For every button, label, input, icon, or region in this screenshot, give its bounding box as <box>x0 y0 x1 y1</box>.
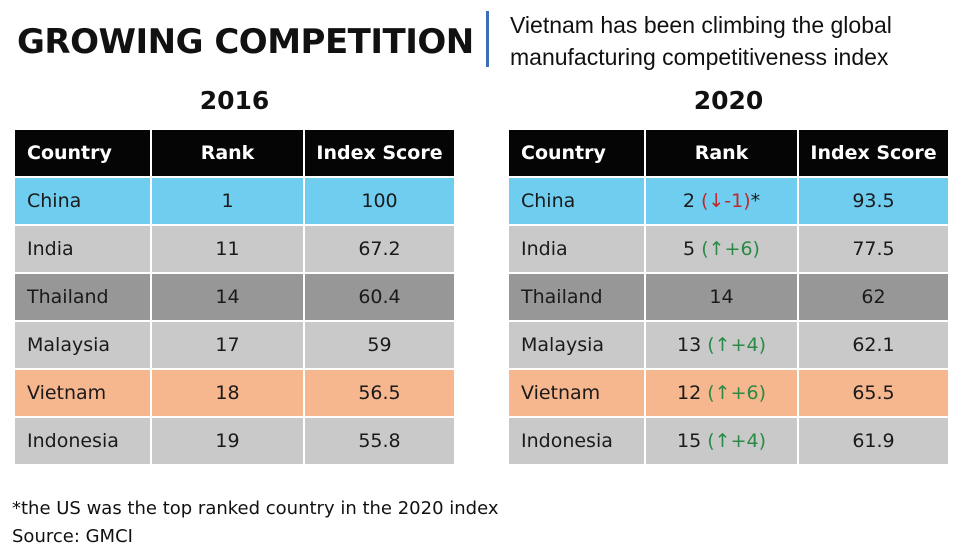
table-row: India 11 67.2 <box>14 225 455 273</box>
table-row: Thailand 14 62 <box>508 273 949 321</box>
rank-change: (↓-1) <box>700 190 751 212</box>
rank-value: 15 <box>677 430 702 452</box>
rank-value: 5 <box>683 238 696 260</box>
rank-value: 17 <box>215 334 240 356</box>
cell-country: Thailand <box>14 273 151 321</box>
cell-country: Malaysia <box>14 321 151 369</box>
table-row: Vietnam 12 (↑+6) 65.5 <box>508 369 949 417</box>
page-title: GROWING COMPETITION <box>17 22 474 62</box>
cell-index-score: 56.5 <box>304 369 455 417</box>
rank-value: 13 <box>677 334 702 356</box>
year-2016-heading: 2016 <box>199 86 270 115</box>
cell-country: India <box>508 225 645 273</box>
cell-index-score: 62.1 <box>798 321 949 369</box>
cell-rank: 18 <box>151 369 304 417</box>
subtitle-line-2: manufacturing competitiveness index <box>510 44 889 70</box>
cell-index-score: 93.5 <box>798 177 949 225</box>
rank-change: (↑+4) <box>707 334 766 356</box>
cell-country: Indonesia <box>508 417 645 465</box>
table-row: Thailand 14 60.4 <box>14 273 455 321</box>
footnote: *the US was the top ranked country in th… <box>12 498 499 519</box>
cell-index-score: 77.5 <box>798 225 949 273</box>
cell-index-score: 60.4 <box>304 273 455 321</box>
cell-index-score: 59 <box>304 321 455 369</box>
rank-value: 2 <box>682 190 695 212</box>
rank-change: (↑+6) <box>707 382 766 404</box>
table-row: China 2 (↓-1)* 93.5 <box>508 177 949 225</box>
table-row: India 5 (↑+6) 77.5 <box>508 225 949 273</box>
rank-value: 12 <box>677 382 702 404</box>
subtitle-line-1: Vietnam has been climbing the global <box>510 12 892 38</box>
header-rank: Rank <box>645 129 798 177</box>
cell-country: Thailand <box>508 273 645 321</box>
cell-rank: 14 <box>645 273 798 321</box>
table-row: Malaysia 17 59 <box>14 321 455 369</box>
header-index-score: Index Score <box>304 129 455 177</box>
cell-rank: 17 <box>151 321 304 369</box>
cell-rank: 14 <box>151 273 304 321</box>
cell-index-score: 61.9 <box>798 417 949 465</box>
rank-value: 14 <box>215 286 240 308</box>
table-row: Indonesia 15 (↑+4) 61.9 <box>508 417 949 465</box>
footnote-marker: * <box>750 190 761 212</box>
cell-country: Indonesia <box>14 417 151 465</box>
rank-value: 18 <box>215 382 240 404</box>
cell-index-score: 55.8 <box>304 417 455 465</box>
cell-rank: 1 <box>151 177 304 225</box>
rank-value: 1 <box>221 190 234 212</box>
table-row: China 1 100 <box>14 177 455 225</box>
cell-index-score: 65.5 <box>798 369 949 417</box>
table-row: Vietnam 18 56.5 <box>14 369 455 417</box>
cell-rank: 5 (↑+6) <box>645 225 798 273</box>
rank-change: (↑+4) <box>707 430 766 452</box>
cell-index-score: 62 <box>798 273 949 321</box>
cell-index-score: 100 <box>304 177 455 225</box>
header-country: Country <box>14 129 151 177</box>
table-row: Indonesia 19 55.8 <box>14 417 455 465</box>
cell-rank: 12 (↑+6) <box>645 369 798 417</box>
cell-country: Vietnam <box>14 369 151 417</box>
title-divider <box>486 11 489 67</box>
table-2016: Country Rank Index Score China 1 100 India 1… <box>14 129 455 465</box>
header-rank: Rank <box>151 129 304 177</box>
table-header-row: Country Rank Index Score <box>14 129 455 177</box>
cell-index-score: 67.2 <box>304 225 455 273</box>
cell-country: China <box>14 177 151 225</box>
rank-value: 11 <box>215 238 240 260</box>
cell-rank: 19 <box>151 417 304 465</box>
table-row: Malaysia 13 (↑+4) 62.1 <box>508 321 949 369</box>
rank-value: 14 <box>709 286 734 308</box>
source-note: Source: GMCI <box>12 526 133 547</box>
rank-change: (↑+6) <box>701 238 760 260</box>
cell-country: Vietnam <box>508 369 645 417</box>
header-country: Country <box>508 129 645 177</box>
cell-country: China <box>508 177 645 225</box>
rank-value: 19 <box>215 430 240 452</box>
cell-rank: 11 <box>151 225 304 273</box>
cell-rank: 2 (↓-1)* <box>645 177 798 225</box>
cell-country: Malaysia <box>508 321 645 369</box>
header-index-score: Index Score <box>798 129 949 177</box>
cell-rank: 13 (↑+4) <box>645 321 798 369</box>
cell-rank: 15 (↑+4) <box>645 417 798 465</box>
table-header-row: Country Rank Index Score <box>508 129 949 177</box>
subtitle: Vietnam has been climbing the global man… <box>510 9 892 73</box>
table-2020: Country Rank Index Score China 2 (↓-1)* 93… <box>508 129 949 465</box>
year-2020-heading: 2020 <box>693 86 764 115</box>
cell-country: India <box>14 225 151 273</box>
